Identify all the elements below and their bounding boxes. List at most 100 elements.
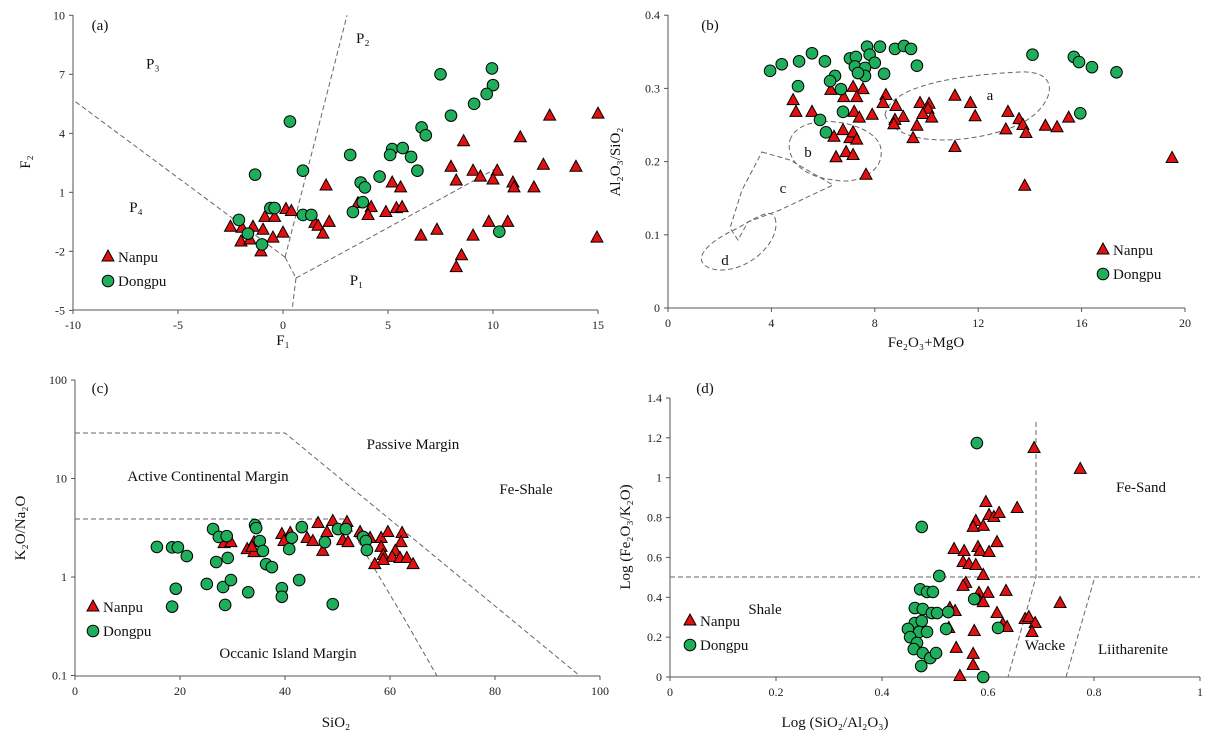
x-tick-label: 0 xyxy=(665,316,671,330)
nanpu-point xyxy=(569,159,583,172)
field-label: Wacke xyxy=(1025,638,1066,654)
nanpu-point xyxy=(910,118,924,131)
field-boundary xyxy=(75,518,438,677)
dongpu-point xyxy=(818,55,832,68)
nanpu-point xyxy=(1028,615,1043,628)
nanpu-point xyxy=(395,525,409,538)
dongpu-point xyxy=(939,622,953,636)
dongpu-point xyxy=(220,529,234,543)
nanpu-point xyxy=(1027,440,1041,454)
x-tick-label: 60 xyxy=(384,684,396,698)
nanpu-point xyxy=(527,179,541,193)
nanpu-point xyxy=(789,104,803,117)
field-label: P₂ xyxy=(356,31,370,47)
x-tick-label: 20 xyxy=(174,684,186,698)
dongpu-point xyxy=(819,126,833,139)
nanpu-point xyxy=(394,534,408,548)
dongpu-point xyxy=(904,42,918,56)
nanpu-point xyxy=(414,228,428,241)
nanpu-point xyxy=(990,534,1004,548)
dongpu-point xyxy=(805,46,819,60)
nanpu-point xyxy=(916,106,930,120)
nanpu-point xyxy=(311,515,325,529)
field-boundary xyxy=(884,71,1050,141)
nanpu-point xyxy=(486,172,500,185)
y-tick-label: 0.4 xyxy=(647,590,662,604)
dongpu-point xyxy=(224,573,238,587)
dongpu-point xyxy=(467,97,481,111)
nanpu-point xyxy=(500,214,515,227)
field-boundary xyxy=(291,278,297,311)
y-tick-label: 0 xyxy=(656,670,662,684)
legend-label-nanpu: Nanpu xyxy=(118,250,158,266)
y-tick-label: 0.4 xyxy=(645,8,660,22)
nanpu-point xyxy=(948,88,962,101)
dongpu-point xyxy=(221,551,235,565)
panel-d: 0 0.2 0.4 0.6 0.8 1 0 0.2 0.4 0.6 0.8 1 1.2 1.4 Log (S… xyxy=(499,381,1203,731)
x-tick-label: 0 xyxy=(280,318,286,332)
dongpu-point xyxy=(165,600,179,613)
dongpu-point xyxy=(480,87,494,101)
nanpu-point xyxy=(849,132,864,145)
nanpu-point xyxy=(836,89,851,103)
field-label: Fe-Shale xyxy=(499,482,553,498)
panel-c: 0 20 40 60 80 100 0.1 1 10 100 SiO₂ K₂O/Na₂O (c) Pass… xyxy=(13,373,609,731)
dongpu-point xyxy=(318,535,332,549)
dongpu-point xyxy=(265,560,279,574)
legend: Nanpu Dongpu xyxy=(683,612,749,654)
nanpu-point xyxy=(276,225,290,238)
dongpu-point xyxy=(1074,106,1087,120)
field-label: P₃ xyxy=(146,56,160,72)
dongpu-point xyxy=(792,55,806,68)
legend-label-dongpu: Dongpu xyxy=(118,274,167,290)
nanpu-point xyxy=(968,108,982,122)
legend-triangle-icon xyxy=(1096,241,1110,255)
y-tick-label: 7 xyxy=(59,67,65,81)
panel-label: (b) xyxy=(701,18,719,34)
dongpu-point xyxy=(383,148,397,162)
field-label: Occanic Island Margin xyxy=(219,646,357,662)
nanpu-point xyxy=(953,668,967,682)
nanpu-point xyxy=(341,534,355,548)
y-tick-label: -5 xyxy=(55,303,65,317)
x-tick-label: 15 xyxy=(592,318,604,332)
dongpu-point xyxy=(791,79,805,93)
dongpu-point xyxy=(976,670,990,684)
field-label: Fe-Sand xyxy=(1116,480,1166,496)
x-tick-label: 0 xyxy=(72,684,78,698)
nanpu-point xyxy=(829,149,843,163)
dongpu-point xyxy=(200,577,214,591)
dongpu-point xyxy=(434,68,447,81)
dongpu-point xyxy=(180,549,194,563)
x-tick-label: 0.6 xyxy=(981,685,996,699)
x-axis-title: Fe₂O₃+MgO xyxy=(888,335,965,351)
nanpu-point xyxy=(992,505,1006,518)
y-tick-label: 0.2 xyxy=(647,630,662,644)
dongpu-point xyxy=(877,67,891,81)
dongpu-point xyxy=(358,181,372,194)
nanpu-point xyxy=(966,519,981,532)
nanpu-point xyxy=(947,541,961,555)
nanpu-point xyxy=(963,95,978,109)
dongpu-point xyxy=(411,164,424,177)
nanpu-point xyxy=(805,104,819,117)
field-label: d xyxy=(721,253,729,269)
dongpu-point xyxy=(493,225,506,238)
y-axis-title: Log (Fe₂O₃/K₂O) xyxy=(618,484,634,589)
dongpu-point xyxy=(1072,55,1086,69)
nanpu-point xyxy=(267,209,282,222)
field-boundary xyxy=(788,121,882,182)
field-label: a xyxy=(987,88,994,104)
dongpu-point xyxy=(346,205,360,219)
legend-triangle-icon xyxy=(101,248,115,262)
nanpu-point xyxy=(223,219,238,232)
dongpu-point xyxy=(292,573,306,587)
nanpu-point xyxy=(846,147,860,161)
nanpu-point xyxy=(385,174,400,188)
y-tick-label: 0.3 xyxy=(645,81,660,95)
nanpu-point xyxy=(956,578,970,591)
nanpu-point xyxy=(399,550,414,563)
dongpu-point xyxy=(326,597,340,611)
legend: Nanpu Dongpu xyxy=(101,248,167,290)
nanpu-point xyxy=(454,247,469,261)
